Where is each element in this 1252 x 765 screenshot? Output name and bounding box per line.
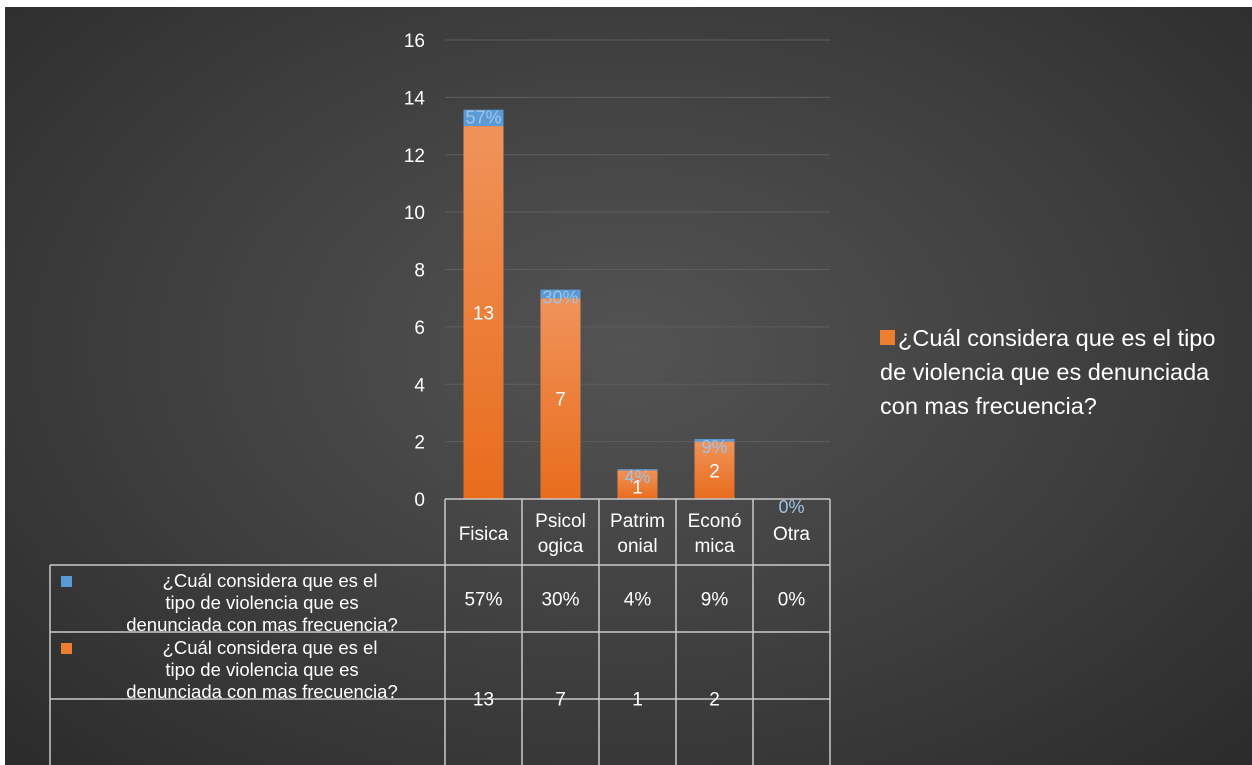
table-cell: 7: [555, 690, 566, 711]
bar-blue: [463, 109, 504, 127]
legend: ¿Cuál considera que es el tipo de violen…: [880, 321, 1240, 423]
y-tick-label: 4: [414, 375, 425, 396]
bar-orange: [694, 441, 735, 499]
data-label-count: 13: [473, 304, 494, 325]
y-tick-label: 2: [414, 433, 425, 454]
bar-blue: [617, 469, 658, 471]
x-category-label: Psicol ogica: [535, 511, 586, 557]
row-header-label: ¿Cuál considera que es el tipo de violenc…: [126, 570, 398, 635]
data-label-percent: 30%: [542, 288, 578, 308]
y-tick-label: 16: [404, 31, 425, 52]
x-category-label: Fisica: [459, 524, 509, 545]
data-label-percent: 9%: [701, 437, 727, 457]
chart-area: 0 2 4 6 8 10 12 14 16 13 57% 7 30% 1 4% 2 9% 0% Fisica Ps…: [5, 7, 1252, 765]
y-tick-label: 12: [404, 146, 425, 167]
y-tick-label: 6: [414, 318, 425, 339]
x-category-label: Econó mica: [688, 511, 742, 557]
legend-swatch-orange: [880, 330, 895, 345]
data-label-percent: 57%: [465, 108, 501, 128]
row-header-label: ¿Cuál considera que es el tipo de violenc…: [126, 637, 398, 702]
data-label-percent: 4%: [624, 467, 650, 487]
data-label-count: 7: [555, 390, 566, 411]
table-cell: 57%: [464, 590, 502, 611]
table-cell: 1: [632, 690, 643, 711]
y-tick-label: 0: [414, 490, 425, 511]
data-label-count: 1: [632, 478, 643, 499]
bar-orange: [540, 298, 581, 499]
table-cell: 30%: [541, 590, 579, 611]
bar-blue: [694, 439, 735, 442]
table-cell: 13: [473, 690, 494, 711]
row-swatch: [61, 643, 72, 654]
bar-orange: [617, 470, 658, 499]
bar-orange: [463, 126, 504, 499]
table-cell: 0%: [778, 590, 806, 611]
row-swatch: [61, 576, 72, 587]
y-tick-label: 10: [404, 203, 425, 224]
y-tick-label: 8: [414, 261, 425, 282]
table-cell: 9%: [701, 590, 729, 611]
table-cell: 2: [709, 690, 720, 711]
x-category-label: Otra: [773, 524, 810, 545]
data-label-percent: 0%: [778, 497, 804, 517]
table-cell: 4%: [624, 590, 652, 611]
x-category-label: Patrim onial: [610, 511, 665, 557]
y-tick-label: 14: [404, 88, 426, 109]
data-label-count: 2: [709, 461, 720, 482]
legend-label: ¿Cuál considera que es el tipo de violen…: [880, 325, 1216, 419]
bar-blue: [540, 289, 581, 299]
